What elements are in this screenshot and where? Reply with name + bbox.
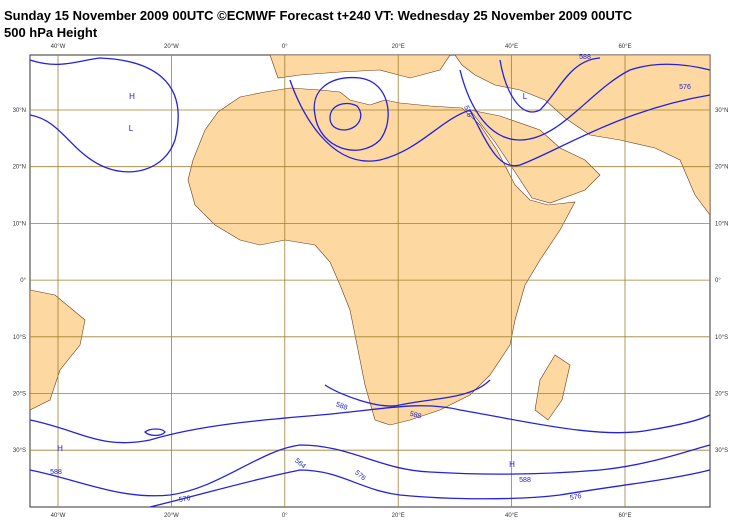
longitude-label: 20°W bbox=[164, 44, 179, 50]
longitude-label: 40°W bbox=[51, 44, 66, 50]
south-america bbox=[29, 289, 86, 411]
contour-label: 576 bbox=[178, 495, 191, 504]
middle-east bbox=[454, 54, 711, 216]
contour bbox=[459, 63, 711, 141]
title: Sunday 15 November 2009 00UTC ©ECMWF For… bbox=[4, 8, 633, 23]
longitude-label: 20°W bbox=[164, 513, 179, 519]
longitude-label: 40°W bbox=[51, 513, 66, 519]
latitude-label: 30°N bbox=[715, 108, 728, 114]
contour bbox=[329, 102, 362, 131]
longitude-label: 40°E bbox=[505, 513, 518, 519]
contour bbox=[499, 57, 601, 113]
longitude-label: 20°E bbox=[392, 513, 405, 519]
latitude-label: 0° bbox=[715, 278, 721, 284]
contour-label: 576 bbox=[462, 105, 473, 118]
contour bbox=[29, 405, 711, 444]
pressure-center: H bbox=[509, 460, 515, 469]
contour bbox=[149, 469, 711, 508]
graticule bbox=[30, 55, 710, 507]
contour-label: 576 bbox=[679, 84, 691, 91]
latitude-label: 20°N bbox=[715, 165, 728, 171]
contour-label: 588 bbox=[50, 469, 62, 476]
latitude-label: 10°N bbox=[715, 221, 728, 227]
map: 40°W 40°W 20°W 20°W 0° 0° 20°E 20°E 40°E 40°E 60°E… bbox=[13, 44, 729, 519]
latitude-label: 30°S bbox=[13, 448, 26, 454]
contour-label: 588 bbox=[519, 477, 531, 484]
latitude-label: 10°S bbox=[715, 335, 728, 341]
latitude-label: 0° bbox=[20, 278, 26, 284]
contour bbox=[29, 444, 711, 497]
latitude-label: 10°N bbox=[13, 221, 26, 227]
pressure-center: L bbox=[129, 124, 134, 133]
latitude-label: 20°S bbox=[715, 392, 728, 398]
latitude-label: 20°N bbox=[13, 165, 26, 171]
contour bbox=[29, 57, 179, 173]
longitude-label: 0° bbox=[282, 44, 288, 50]
contour-label: 576 bbox=[569, 493, 582, 502]
contour-label: 588 bbox=[335, 401, 348, 412]
latitude-label: 10°S bbox=[13, 335, 26, 341]
subtitle: 500 hPa Height bbox=[4, 25, 98, 40]
longitude-label: 0° bbox=[282, 513, 288, 519]
pressure-center: H bbox=[129, 92, 135, 101]
latitude-label: 20°S bbox=[13, 392, 26, 398]
contour bbox=[324, 379, 491, 407]
contour-label: 588 bbox=[409, 411, 422, 421]
longitude-label: 20°E bbox=[392, 44, 405, 50]
pressure-center: L bbox=[523, 92, 528, 101]
europe bbox=[269, 54, 451, 79]
contour bbox=[313, 77, 389, 151]
latitude-label: 30°N bbox=[13, 108, 26, 114]
longitude-label: 40°E bbox=[505, 44, 518, 50]
contour bbox=[144, 428, 166, 437]
latitude-label: 30°S bbox=[715, 448, 728, 454]
madagascar bbox=[534, 354, 571, 421]
longitude-label: 60°E bbox=[618, 44, 631, 50]
longitude-label: 60°E bbox=[618, 513, 631, 519]
contour-label: 588 bbox=[579, 54, 591, 61]
pressure-center: H bbox=[57, 444, 63, 453]
contour bbox=[289, 79, 711, 167]
map-labels: 40°W 40°W 20°W 20°W 0° 0° 20°E 20°E 40°E 40°E 60°E… bbox=[13, 44, 729, 519]
